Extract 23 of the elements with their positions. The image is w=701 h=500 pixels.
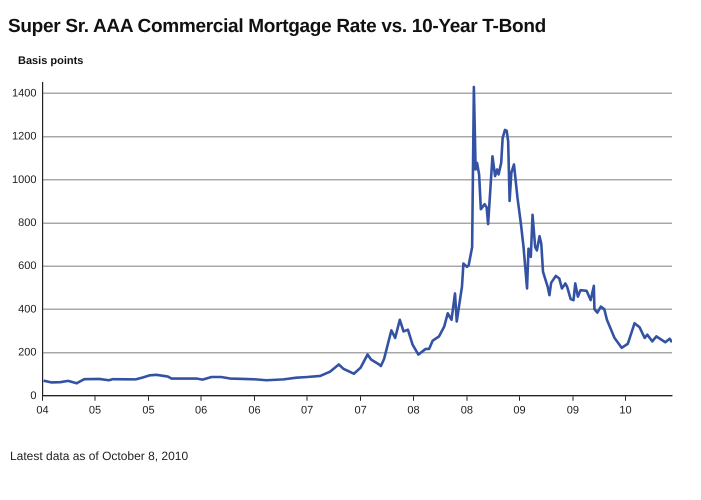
text: Latest data as of October 8, 2010 <box>10 448 188 464</box>
y-tick-label: 1200 <box>12 130 36 143</box>
x-tick-label: 09 <box>513 404 526 416</box>
y-tick-label: 1400 <box>12 87 36 100</box>
y-tick-label: 800 <box>18 217 36 230</box>
x-tick-label: 06 <box>248 404 261 416</box>
x-tick-label: 10 <box>619 404 632 416</box>
chart-title: Super Sr. AAA Commercial Mortgage Rate vs. 10-Year T-Bond <box>8 16 546 38</box>
y-tick-label: 0 <box>30 390 36 402</box>
x-tick-label: 05 <box>142 404 155 416</box>
x-tick-label: 08 <box>407 404 420 416</box>
y-tick-label: 400 <box>18 303 36 316</box>
x-tick-label: 07 <box>301 404 314 416</box>
x-tick-label: 09 <box>566 404 580 416</box>
y-tick-label: 200 <box>18 346 36 359</box>
y-tick-label: 600 <box>18 260 36 272</box>
y-axis-title: Basis points <box>18 55 84 67</box>
x-tick-label: 04 <box>36 404 49 416</box>
x-tick-label: 05 <box>88 404 102 416</box>
y-tick-label: 1000 <box>12 174 36 186</box>
x-tick-label: 06 <box>194 404 208 416</box>
x-tick-label: 07 <box>354 404 367 416</box>
x-tick-label: 08 <box>460 404 474 416</box>
